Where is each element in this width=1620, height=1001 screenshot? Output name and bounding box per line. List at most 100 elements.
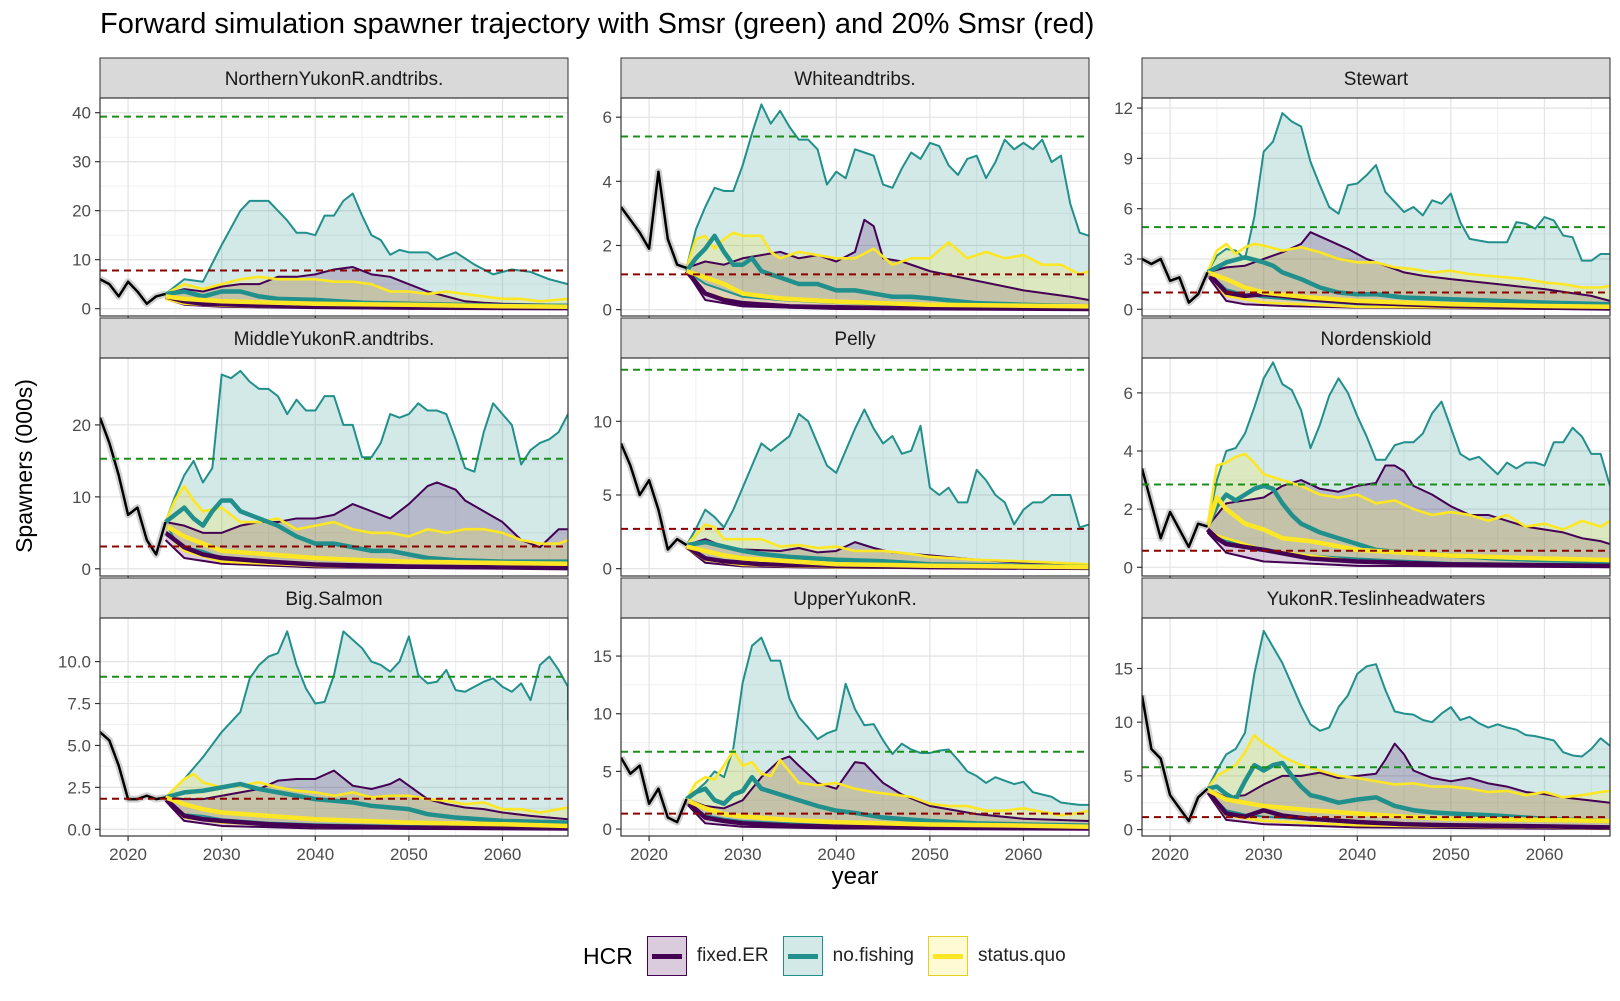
y-tick-label: 10 (72, 251, 91, 270)
x-tick-label: 2050 (1432, 845, 1470, 864)
panel-stewart: Stewart 0 3 6 9 12 (1114, 57, 1611, 321)
x-tick-label: 2040 (817, 845, 855, 864)
y-tick-label: 2 (603, 236, 612, 255)
panel-yukonr-teslinheadwaters: YukonR.Teslinheadwaters 0 5 10 15 2020 2030 204… (1114, 577, 1611, 864)
fixed-er-upper-bound (1207, 742, 1610, 804)
historical-line (1142, 695, 1209, 823)
y-tick-label: 5 (1124, 767, 1133, 786)
y-tick-label: 0 (603, 820, 612, 839)
fixed-er-median-line (684, 269, 1089, 312)
x-tick-label: 2040 (296, 845, 334, 864)
facet-strip (620, 577, 1090, 619)
facet-label: Big.Salmon (285, 589, 382, 610)
y-tick-label: 10 (593, 412, 612, 431)
no-fishing-upper-bound (685, 408, 1089, 546)
panel-nordenskiold: Nordenskiold 0 2 4 6 (1124, 317, 1611, 581)
y-tick-label: 7.5 (67, 695, 91, 714)
panel-border (1141, 617, 1611, 837)
panel-middleyukonr-andtribs: MiddleYukonR.andtribs. 0 10 20 (72, 317, 569, 581)
status-quo-upper-bound (1206, 242, 1610, 289)
no-fishing-median-line (164, 781, 568, 825)
facet-label: Pelly (834, 329, 876, 350)
y-tick-label: 0 (1124, 300, 1133, 319)
plot-background (621, 358, 1089, 576)
y-tick-label: 4 (603, 172, 612, 191)
ribbon-no-fishing (1207, 630, 1610, 828)
plot-area (100, 369, 568, 571)
x-tick-label: 2050 (911, 845, 949, 864)
no-fishing-upper-bound (164, 369, 568, 523)
status-quo-upper-bound (1206, 733, 1610, 799)
y-tick-label: 10 (72, 488, 91, 507)
panel-border (1141, 357, 1611, 577)
status-quo-median-line (1206, 787, 1610, 824)
facet-label: YukonR.Teslinheadwaters (1267, 589, 1486, 610)
fixed-er-upper-bound (686, 218, 1089, 301)
status-quo-median-line (164, 523, 568, 567)
no-fishing-upper-bound (685, 103, 1089, 269)
y-tick-label: 15 (1114, 659, 1133, 678)
panel-big-salmon: Big.Salmon 0.0 2.5 5.0 7.5 10.0 2020 2030 2040 20… (58, 577, 569, 864)
x-tick-label: 2030 (203, 845, 241, 864)
x-tick-label: 2060 (1005, 845, 1043, 864)
x-tick-label: 2020 (109, 845, 147, 864)
fixed-er-median-line (685, 799, 1089, 831)
status-quo-median-line (685, 798, 1089, 830)
y-tick-label: 0 (82, 560, 91, 579)
y-tick-label: 5 (603, 762, 612, 781)
y-tick-label: 4 (1124, 442, 1133, 461)
y-tick-label: 0.0 (67, 820, 91, 839)
panel-border (1141, 97, 1611, 317)
fixed-er-upper-bound (686, 755, 1089, 823)
no-fishing-upper-bound (1206, 361, 1610, 527)
facet-strip (1141, 317, 1611, 359)
fixed-er-median-line (164, 294, 568, 311)
plot-background (100, 98, 568, 316)
facet-strip (1141, 57, 1611, 99)
facet-label: NorthernYukonR.andtribs. (225, 69, 444, 90)
status-quo-upper-bound (1206, 452, 1610, 531)
panel-border (99, 357, 569, 577)
x-tick-label: 2040 (1338, 845, 1376, 864)
y-tick-label: 10.0 (58, 653, 91, 672)
y-axis-label: Spawners (000s) (11, 379, 37, 553)
no-fishing-median-line (1206, 255, 1610, 307)
plot-background (621, 618, 1089, 836)
no-fishing-median-line (164, 498, 568, 564)
panel-border (620, 97, 1090, 317)
panel-border (620, 357, 1090, 577)
facet-strip (99, 317, 569, 359)
ribbon-status-quo (1207, 243, 1610, 309)
x-tick-label: 2020 (1151, 845, 1189, 864)
y-tick-label: 10 (1114, 713, 1133, 732)
no-fishing-upper-bound (164, 192, 568, 295)
historical-line (100, 417, 167, 556)
legend-key-status-quo (928, 936, 968, 976)
legend-item-no-fishing: no.fishing (782, 936, 914, 976)
x-tick-label: 2060 (484, 845, 522, 864)
no-fishing-upper-bound (685, 636, 1089, 806)
facet-strip (99, 57, 569, 99)
panel-border (620, 617, 1090, 837)
legend-item-status-quo: status.quo (928, 936, 1066, 976)
x-tick-label: 2020 (630, 845, 668, 864)
ribbon-no-fishing (1207, 362, 1610, 565)
status-quo-median-line (1206, 270, 1610, 310)
y-tick-label: 20 (72, 416, 91, 435)
panel-upperyukonr: UpperYukonR. 0 5 10 15 2020 2030 2040 2050 2060 (593, 577, 1090, 864)
no-fishing-upper-bound (164, 630, 568, 799)
ribbon-fixed-er (1207, 743, 1610, 830)
x-tick-label: 2030 (724, 845, 762, 864)
y-tick-label: 0 (603, 560, 612, 579)
no-fishing-median-line (685, 774, 1089, 828)
status-quo-upper-bound (685, 523, 1089, 566)
x-tick-label: 2030 (1245, 845, 1283, 864)
legend: HCR fixed.ER no.fishing status.quo (583, 935, 1080, 977)
plot-area (100, 630, 568, 831)
y-tick-label: 30 (72, 153, 91, 172)
fixed-er-lower-bound (1206, 792, 1610, 831)
y-tick-label: 3 (1124, 250, 1133, 269)
fixed-er-median-line (164, 531, 568, 571)
ribbon-no-fishing (686, 409, 1089, 568)
plot-area (621, 636, 1089, 831)
